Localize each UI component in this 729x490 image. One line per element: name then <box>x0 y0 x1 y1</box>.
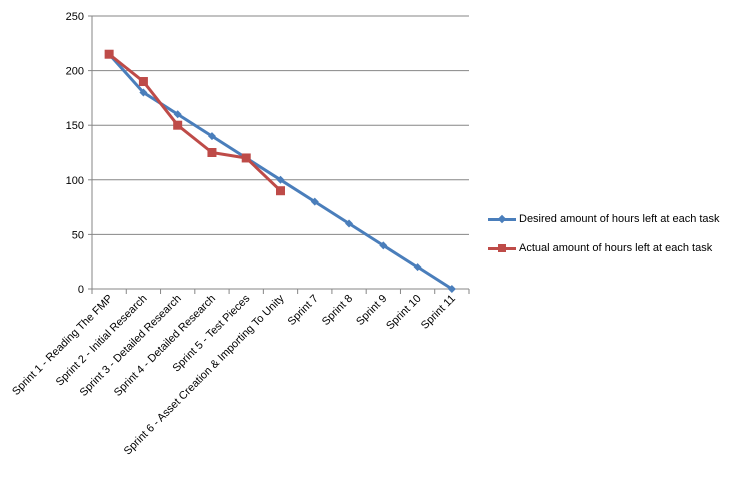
data-point <box>173 110 182 119</box>
data-point <box>413 263 422 272</box>
y-tick-label: 200 <box>66 66 84 78</box>
y-axis-ticks: 0 50 100 150 200 250 <box>66 11 84 296</box>
x-tick-label: Sprint 8 <box>320 293 355 328</box>
data-point <box>241 153 251 163</box>
y-tick-label: 100 <box>66 175 84 187</box>
series-desired <box>105 50 456 293</box>
data-point <box>310 197 319 206</box>
legend-item-desired: Desired amount of hours left at each tas… <box>488 212 724 227</box>
data-point <box>207 148 217 157</box>
grid <box>92 15 469 235</box>
legend-item-actual: Actual amount of hours left at each task <box>488 241 724 256</box>
data-point <box>447 285 456 293</box>
x-tick-label: Sprint 10 <box>384 293 424 333</box>
y-tick-label: 250 <box>66 11 84 23</box>
x-tick-label: Sprint 11 <box>419 293 458 332</box>
data-point <box>345 219 354 228</box>
data-point <box>276 186 285 196</box>
legend: Desired amount of hours left at each tas… <box>488 212 724 270</box>
series-line <box>108 53 282 192</box>
data-point <box>104 49 114 59</box>
y-tick-label: 50 <box>72 229 84 241</box>
data-point <box>139 88 148 97</box>
series-actual <box>104 49 285 196</box>
x-tick-label: Sprint 7 <box>286 293 321 328</box>
data-point <box>379 241 388 250</box>
y-tick-label: 150 <box>66 120 84 132</box>
data-point <box>207 132 216 141</box>
legend-swatch-desired <box>488 212 516 226</box>
x-tick-label: Sprint 6 - Asset Creation & Importing To… <box>122 292 287 457</box>
series-line <box>108 53 453 291</box>
legend-swatch-actual <box>488 241 516 255</box>
data-point <box>173 120 183 130</box>
series <box>104 49 456 293</box>
legend-label-desired: Desired amount of hours left at each tas… <box>519 213 720 225</box>
y-tick-label: 0 <box>78 284 84 296</box>
data-point <box>276 175 285 184</box>
legend-label-actual: Actual amount of hours left at each task <box>519 242 713 254</box>
data-point <box>138 77 148 87</box>
axes <box>88 15 470 294</box>
